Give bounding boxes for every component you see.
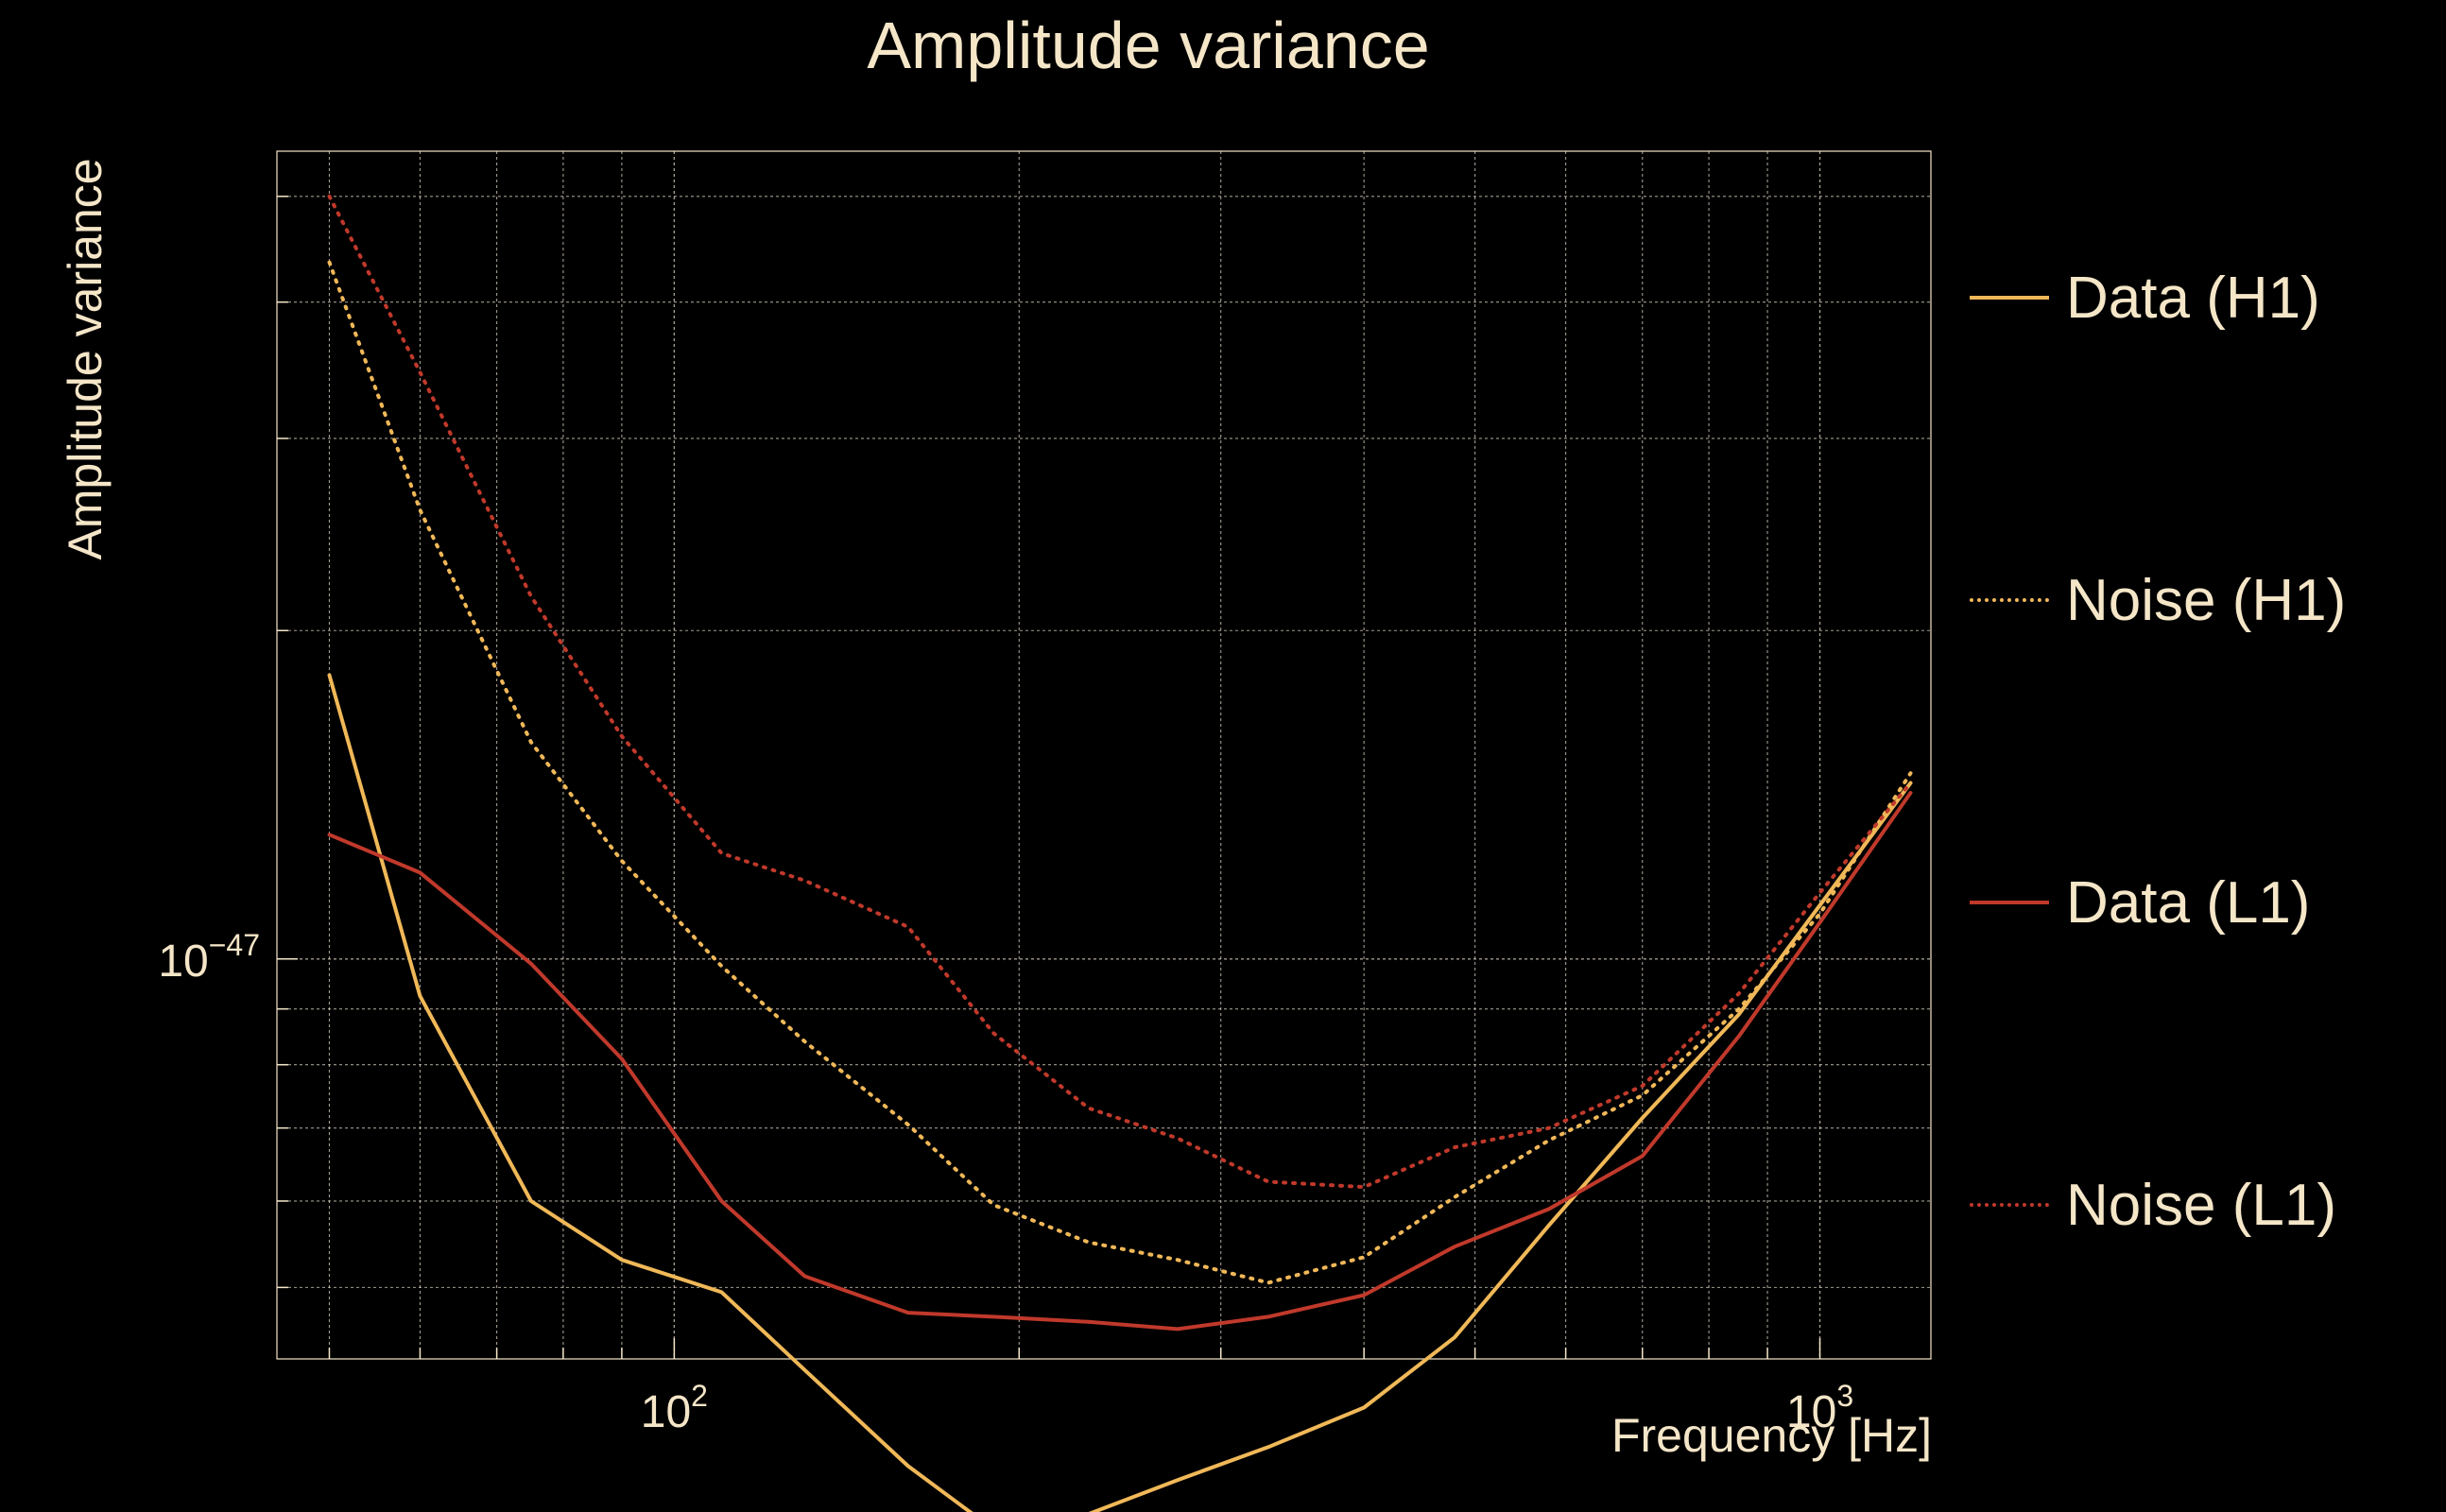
legend-item: Data (H1)	[1970, 255, 2320, 340]
grid	[277, 151, 1931, 1359]
legend-label: Data (L1)	[2066, 869, 2311, 936]
legend-label: Data (H1)	[2066, 265, 2320, 331]
series-lines	[327, 194, 1913, 1512]
legend-swatch	[1970, 296, 2049, 300]
legend-label: Noise (H1)	[2066, 567, 2347, 633]
x-tick-label: 103	[1786, 1379, 1853, 1437]
axis-ticks: 102 103 10−47	[158, 196, 1853, 1437]
series-line-data-l1	[327, 791, 1913, 1332]
legend-item: Noise (H1)	[1970, 558, 2346, 643]
x-axis-label: Frequency [Hz]	[1611, 1409, 1932, 1462]
chart-title: Amplitude variance	[867, 9, 1430, 82]
legend: Data (H1) Noise (H1) Data (L1) Noise (L1)	[1970, 0, 2423, 1512]
legend-item: Data (L1)	[1970, 860, 2310, 945]
y-axis-label: Amplitude variance	[59, 158, 112, 560]
series-line-data-h1	[327, 673, 1913, 1512]
series-line-noise-h1	[327, 260, 1913, 1285]
y-tick-label: 10−47	[158, 928, 260, 987]
legend-swatch	[1970, 901, 2049, 904]
legend-item: Noise (L1)	[1970, 1162, 2336, 1247]
series-line-noise-l1	[327, 194, 1913, 1190]
legend-swatch	[1970, 598, 2049, 602]
legend-label: Noise (L1)	[2066, 1172, 2336, 1238]
legend-swatch	[1970, 1203, 2049, 1207]
x-tick-label: 102	[641, 1379, 708, 1437]
plot-frame	[276, 150, 1932, 1360]
